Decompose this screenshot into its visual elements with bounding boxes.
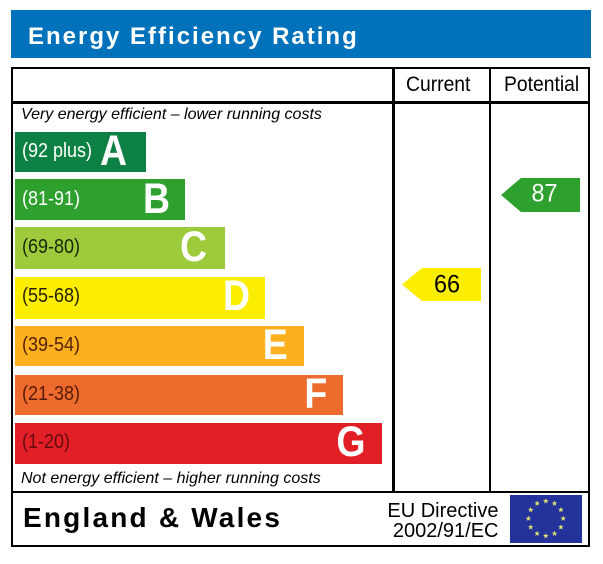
svg-text:66: 66	[434, 270, 460, 298]
svg-text:87: 87	[532, 179, 558, 207]
